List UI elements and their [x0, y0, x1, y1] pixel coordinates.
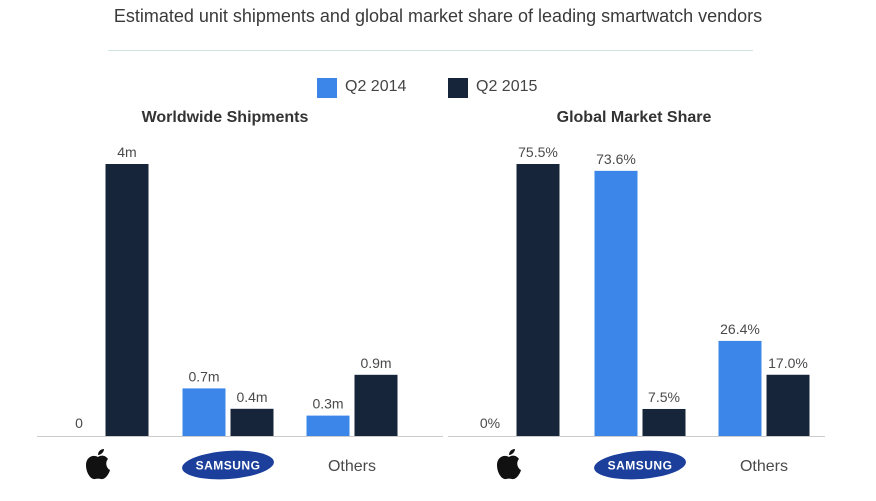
bar-label-apple-q2-2014: 0 [75, 415, 83, 431]
bar-label-samsung-q2-2014: 0.7m [188, 368, 219, 384]
legend: Q2 2014 Q2 2015 [0, 76, 876, 100]
bar-others-q2-2014 [306, 415, 350, 436]
apple-logo-icon [497, 449, 521, 480]
legend-swatch-q2-2014 [317, 78, 337, 98]
apple-logo-icon [86, 449, 110, 480]
bar-label-others-q2-2014: 0.3m [312, 396, 343, 412]
legend-swatch-q2-2015 [448, 78, 468, 98]
panel-title-market-share: Global Market Share [556, 109, 712, 126]
panel-title-shipments: Worldwide Shipments [141, 109, 309, 126]
bar-samsung-q2-2014 [594, 170, 638, 436]
category-label-others: Others [328, 458, 376, 475]
bar-label-apple-q2-2014: 0% [480, 415, 500, 431]
bar-label-apple-q2-2015: 4m [117, 144, 136, 160]
samsung-ellipse [182, 450, 274, 480]
category-label-others: Others [740, 458, 788, 475]
legend-label-q2-2014: Q2 2014 [345, 78, 407, 95]
title-divider [108, 50, 753, 51]
apple-body [86, 455, 110, 480]
bar-label-samsung-q2-2015: 7.5% [648, 389, 680, 405]
apple-body [497, 455, 521, 480]
bar-samsung-q2-2014 [182, 388, 226, 436]
bar-label-others-q2-2015: 17.0% [768, 355, 808, 371]
bar-label-samsung-q2-2014: 73.6% [596, 151, 636, 167]
samsung-wordmark: SAMSUNG [608, 459, 673, 473]
samsung-logo-icon: SAMSUNG [182, 450, 274, 480]
panel-market-share: 0% 75.5% 73.6% 7.5% SAMSUNG 26.4% 17.0% Others [448, 144, 825, 480]
bar-label-apple-q2-2015: 75.5% [518, 144, 558, 160]
panel-shipments: 0 4m 0.7m 0.4m SAMSUNG 0.3m 0.9m Others [37, 144, 443, 480]
bar-label-others-q2-2014: 26.4% [720, 321, 760, 337]
bar-label-others-q2-2015: 0.9m [360, 355, 391, 371]
bar-others-q2-2015 [766, 374, 810, 436]
samsung-wordmark: SAMSUNG [196, 459, 261, 473]
legend-label-q2-2015: Q2 2015 [476, 78, 538, 95]
chart-title: Estimated unit shipments and global mark… [113, 6, 763, 26]
bar-apple-q2-2015 [105, 164, 149, 436]
bar-apple-q2-2015 [516, 164, 560, 436]
bar-others-q2-2014 [718, 340, 762, 436]
bar-samsung-q2-2015 [230, 408, 274, 436]
samsung-ellipse [594, 450, 686, 480]
apple-leaf [98, 449, 104, 455]
bar-others-q2-2015 [354, 374, 398, 436]
apple-leaf [509, 449, 515, 455]
samsung-logo-icon: SAMSUNG [594, 450, 686, 480]
bar-label-samsung-q2-2015: 0.4m [236, 389, 267, 405]
bar-samsung-q2-2015 [642, 408, 686, 436]
